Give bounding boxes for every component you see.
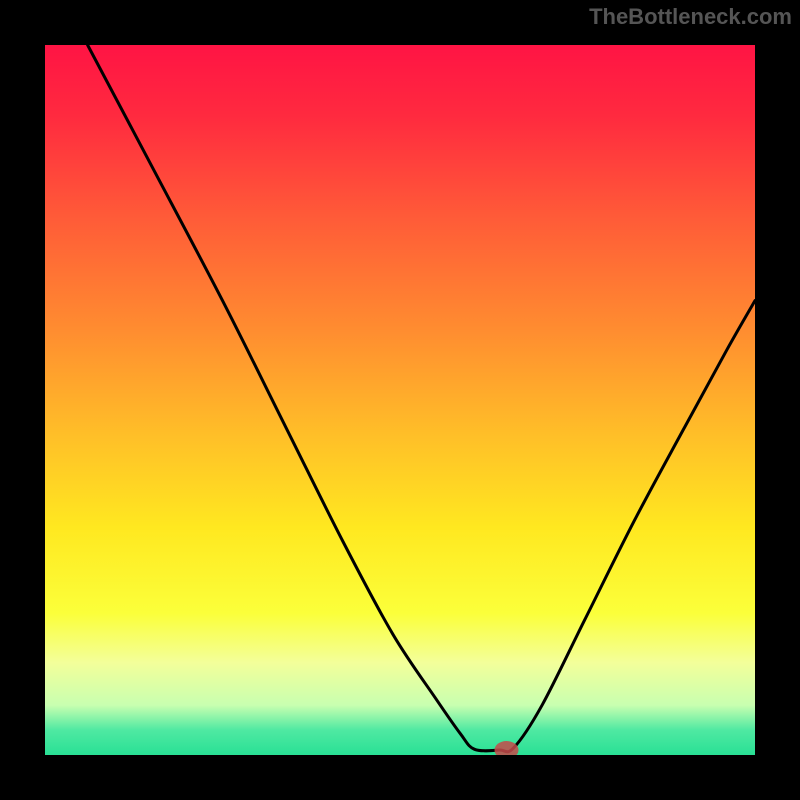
bottleneck-curve-chart — [0, 0, 800, 800]
